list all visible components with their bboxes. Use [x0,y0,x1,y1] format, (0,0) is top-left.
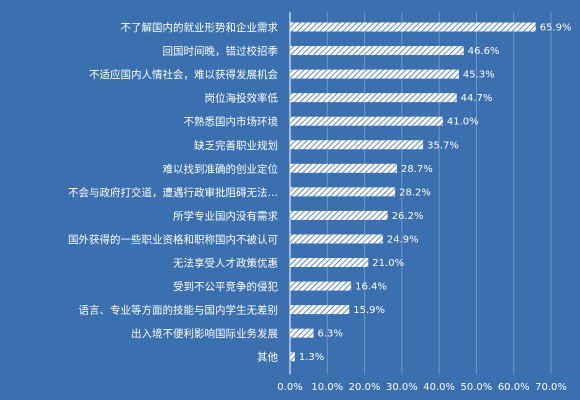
category-label: 缺乏完善职业规划 [194,139,278,152]
x-axis-ticks: 0.0% 10.0% 20.0% 30.0% 40.0% 50.0% 60.0% 70.0% [277,382,567,393]
category-label: 回国时间晚，错过校招季 [163,45,279,58]
category-label: 无法享受人才政策优惠 [173,257,278,270]
data-label: 16.4% [355,282,387,293]
bar [290,187,396,197]
x-tick-label: 40.0% [423,382,455,393]
data-label: 28.7% [401,164,433,175]
x-tick-label: 50.0% [461,382,493,393]
bar [290,210,388,220]
category-label: 国外获得的一些职业资格和职称国内不被认可 [68,233,278,246]
bar [290,328,314,338]
bar [290,281,352,291]
category-label: 所学专业国内没有需求 [173,209,278,222]
data-label: 45.3% [463,70,495,81]
data-label: 46.6% [468,46,500,57]
category-label: 不会与政府打交道，遭遇行政审批阻碍无法… [68,186,278,199]
bar [290,234,383,244]
category-label: 不了解国内的就业形势和企业需求 [121,21,279,34]
bar [290,22,536,32]
data-label: 26.2% [392,211,424,222]
data-label: 1.3% [299,352,324,363]
data-label: 21.0% [372,258,404,269]
data-label: 28.2% [399,187,431,198]
labels: 65.9% 不了解国内的就业形势和企业需求 46.6% 回国时间晚，错过校招季 45.3… [68,21,571,364]
x-tick-label: 30.0% [386,382,418,393]
x-tick-label: 0.0% [277,382,302,393]
x-tick-label: 60.0% [498,382,530,393]
category-label: 其他 [257,351,278,364]
bars [290,22,536,362]
bar [290,140,424,150]
bar [290,116,443,126]
category-label: 语言、专业等方面的技能与国内学生无差别 [79,304,279,317]
data-label: 35.7% [427,140,459,151]
data-label: 65.9% [540,23,572,34]
bar [290,46,464,56]
x-tick-label: 70.0% [535,382,567,393]
bar [290,352,295,362]
x-tick-label: 20.0% [349,382,381,393]
data-label: 15.9% [353,305,385,316]
data-label: 44.7% [461,93,493,104]
category-label: 受到不公平竞争的侵犯 [173,280,278,293]
data-label: 41.0% [447,117,479,128]
category-label: 出入境不便利影响国际业务发展 [131,327,278,340]
category-label: 不适应国内人情社会，难以获得发展机会 [89,68,278,81]
bar [290,69,459,79]
data-label: 24.9% [387,234,419,245]
category-label: 岗位海投效率低 [205,92,279,105]
data-label: 6.3% [317,329,342,340]
category-label: 不熟悉国内市场环境 [184,115,279,128]
category-label: 难以找到准确的创业定位 [163,162,279,175]
bar [290,258,369,267]
bar [290,163,398,173]
x-tick-label: 10.0% [311,382,343,393]
bar [290,305,350,315]
bar [290,93,457,103]
